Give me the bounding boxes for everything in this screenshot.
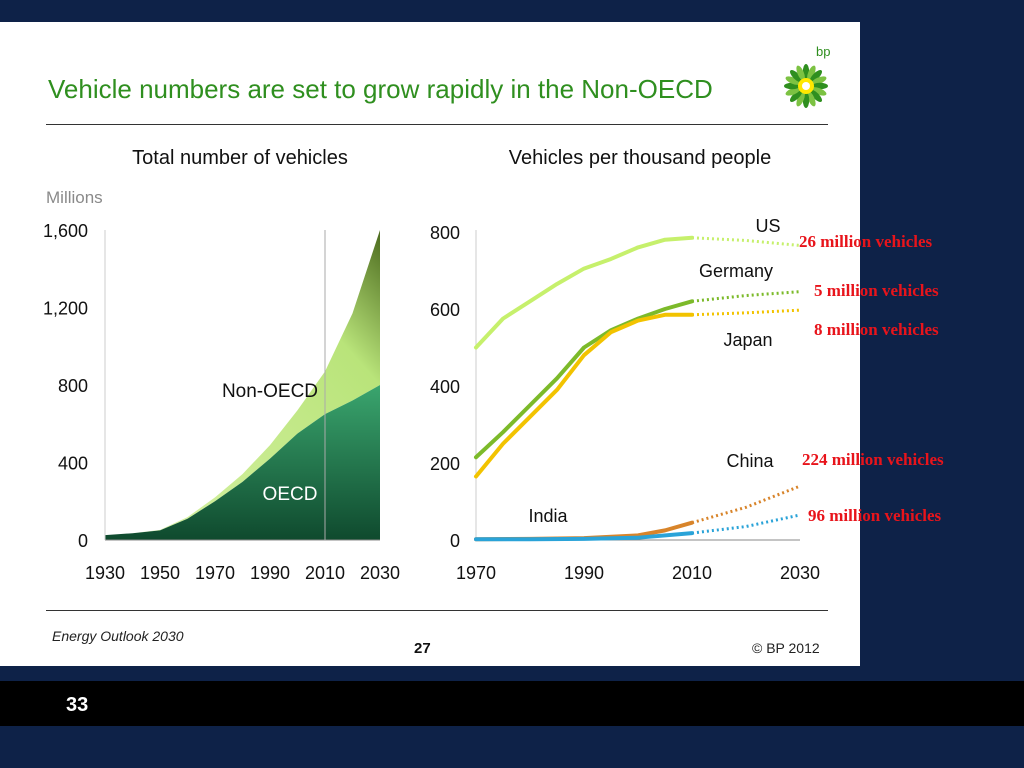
left-y-tick-label: 0 bbox=[78, 531, 88, 551]
slide-title: Vehicle numbers are set to grow rapidly … bbox=[48, 74, 713, 104]
annotation-japan: 8 million vehicles bbox=[814, 320, 939, 339]
germany-series-label: Germany bbox=[699, 261, 773, 281]
bp-logo: bp bbox=[784, 42, 832, 110]
right-x-tick-label: 1970 bbox=[456, 563, 496, 583]
india-series-label: India bbox=[528, 506, 568, 526]
footer-page-number: 27 bbox=[414, 640, 431, 657]
bp-logo-petal bbox=[785, 87, 801, 96]
slide-number: 33 bbox=[66, 694, 89, 716]
right-x-tick-label: 2030 bbox=[780, 563, 820, 583]
left-x-tick-label: 1950 bbox=[140, 563, 180, 583]
bp-logo-petal bbox=[790, 89, 803, 102]
slide-footer-bar bbox=[0, 681, 1024, 726]
japan-projection-line bbox=[691, 308, 801, 317]
left-y-tick-label: 400 bbox=[58, 454, 88, 474]
annotation-us: 26 million vehicles bbox=[799, 232, 933, 251]
charts-svg: Total number of vehicles Millions 0 400 80… bbox=[43, 147, 820, 583]
oecd-label: OECD bbox=[263, 484, 318, 505]
us-series-label: US bbox=[755, 216, 780, 236]
bp-logo-petal bbox=[807, 65, 816, 81]
left-x-tick-label: 2010 bbox=[305, 563, 345, 583]
right-y-tick-label: 400 bbox=[430, 377, 460, 397]
japan-line bbox=[474, 312, 694, 479]
footer-divider bbox=[46, 610, 828, 611]
footer-source: Energy Outlook 2030 bbox=[52, 628, 184, 644]
japan-series-label: Japan bbox=[723, 330, 772, 350]
oecd-area bbox=[105, 385, 380, 540]
annotation-germany: 5 million vehicles bbox=[814, 281, 939, 300]
right-y-tick-label: 200 bbox=[430, 454, 460, 474]
india-line bbox=[474, 531, 694, 542]
left-x-tick-label: 2030 bbox=[360, 563, 400, 583]
slide-canvas bbox=[0, 22, 860, 666]
footer-copyright: © BP 2012 bbox=[752, 640, 820, 656]
left-x-tick-label: 1990 bbox=[250, 563, 290, 583]
bp-logo-petal bbox=[796, 65, 805, 81]
china-projection-line bbox=[691, 484, 801, 525]
annotation-india: 96 million vehicles bbox=[808, 506, 942, 525]
bp-logo-petal bbox=[807, 91, 816, 107]
right-y-tick-label: 0 bbox=[450, 531, 460, 551]
right-x-tick-label: 2010 bbox=[672, 563, 712, 583]
non-oecd-label: Non-OECD bbox=[222, 381, 318, 402]
annotation-china: 224 million vehicles bbox=[802, 450, 944, 469]
germany-projection-line bbox=[691, 290, 801, 303]
bp-logo-text: bp bbox=[816, 44, 830, 59]
china-series-label: China bbox=[726, 451, 774, 471]
left-chart-title: Total number of vehicles bbox=[132, 147, 348, 169]
right-x-tick-label: 1990 bbox=[564, 563, 604, 583]
left-y-tick-label: 1,200 bbox=[43, 299, 88, 319]
right-y-tick-label: 800 bbox=[430, 223, 460, 243]
bp-logo-petal bbox=[811, 87, 827, 96]
left-x-tick-label: 1930 bbox=[85, 563, 125, 583]
left-y-tick-label: 800 bbox=[58, 376, 88, 396]
total-vehicles-chart: Total number of vehicles Millions 0 400 80… bbox=[43, 147, 400, 583]
germany-line bbox=[474, 299, 694, 460]
vehicles-per-thousand-chart: Vehicles per thousand people 0 200 400 600 8… bbox=[430, 147, 820, 583]
bp-logo-petal bbox=[790, 70, 803, 83]
right-chart-title: Vehicles per thousand people bbox=[509, 147, 771, 169]
left-y-unit: Millions bbox=[46, 188, 103, 207]
us-line bbox=[474, 235, 694, 350]
header-divider bbox=[46, 124, 828, 125]
bp-logo-petal bbox=[809, 70, 822, 83]
right-y-tick-label: 600 bbox=[430, 300, 460, 320]
bp-logo-petal bbox=[809, 89, 822, 102]
left-x-tick-label: 1970 bbox=[195, 563, 235, 583]
us-projection-line bbox=[691, 236, 801, 247]
bp-logo-petal bbox=[811, 76, 827, 85]
bp-logo-petal bbox=[796, 91, 805, 107]
india-projection-line bbox=[691, 513, 801, 535]
left-y-tick-label: 1,600 bbox=[43, 221, 88, 241]
bp-logo-petal bbox=[785, 76, 801, 85]
